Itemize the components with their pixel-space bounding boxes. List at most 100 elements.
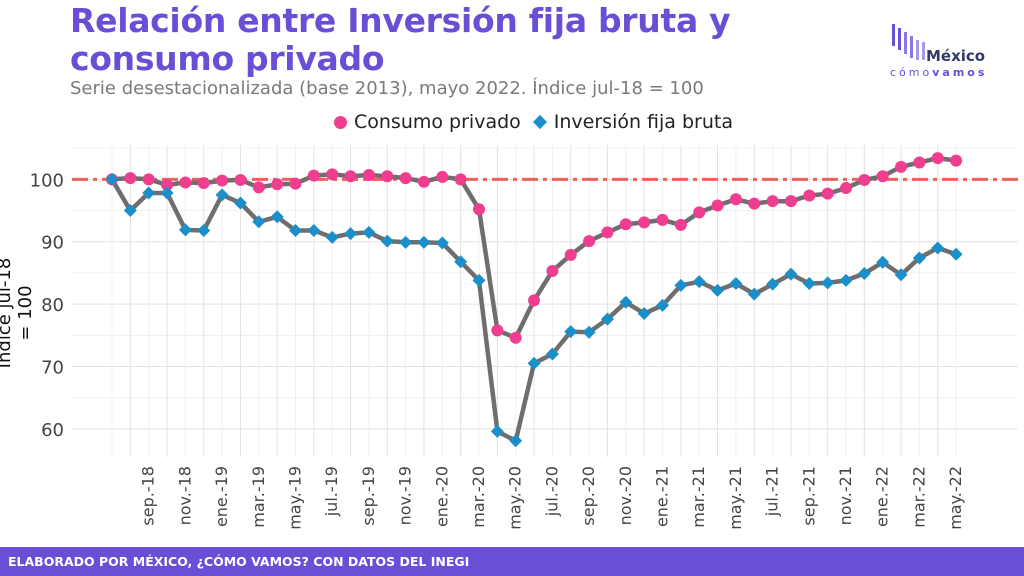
- x-tick-label: may.-22: [946, 466, 965, 530]
- x-tick-label: ene.-19: [212, 466, 231, 527]
- data-point-inversion: [600, 312, 614, 326]
- data-point-consumo: [473, 203, 485, 216]
- legend-item-inversion: Inversión fija bruta: [532, 111, 733, 133]
- data-point-consumo: [876, 170, 889, 183]
- data-point-inversion: [637, 306, 651, 320]
- data-point-consumo: [564, 248, 577, 261]
- x-tick-label: ene.-22: [873, 466, 892, 527]
- x-tick-label: nov.-19: [396, 466, 415, 525]
- data-point-inversion: [105, 172, 119, 186]
- data-point-inversion: [160, 186, 174, 200]
- data-point-inversion: [472, 273, 486, 287]
- data-point-consumo: [895, 160, 908, 173]
- data-point-consumo: [950, 154, 963, 167]
- legend-label-inversion: Inversión fija bruta: [553, 111, 733, 133]
- data-point-inversion: [729, 277, 743, 291]
- data-point-inversion: [931, 241, 945, 255]
- data-point-consumo: [234, 173, 247, 186]
- footer-credit: ELABORADO POR MÉXICO, ¿CÓMO VAMOS? CON D…: [0, 547, 1024, 576]
- logo-tagline-prefix: cómo: [890, 66, 933, 79]
- x-tick-label: sep.-19: [359, 466, 378, 526]
- x-tick-label: sep.-18: [139, 466, 158, 526]
- data-point-consumo: [197, 177, 210, 190]
- x-tick-label: nov.-21: [836, 466, 855, 525]
- data-point-inversion: [417, 235, 431, 249]
- x-tick-label: ene.-20: [432, 466, 451, 527]
- data-point-inversion: [545, 347, 559, 361]
- plot-area: [72, 145, 1018, 457]
- data-point-consumo: [252, 181, 265, 194]
- data-point-consumo: [840, 182, 852, 195]
- data-point-inversion: [839, 273, 853, 287]
- data-point-consumo: [601, 226, 614, 239]
- data-point-consumo: [748, 197, 761, 210]
- data-point-inversion: [876, 255, 890, 269]
- data-point-consumo: [436, 170, 449, 183]
- data-point-inversion: [527, 356, 541, 370]
- data-point-inversion: [674, 278, 688, 292]
- y-tick-label: 60: [41, 420, 64, 441]
- x-tick-label: jul.-20: [542, 466, 561, 517]
- data-point-inversion: [821, 276, 835, 290]
- chart-title: Relación entre Inversión fija bruta y co…: [70, 1, 731, 78]
- chart-legend: Consumo privado Inversión fija bruta: [334, 110, 745, 134]
- data-point-consumo: [913, 156, 926, 169]
- mexico-como-vamos-logo: México cómovamos: [890, 22, 1010, 82]
- data-point-inversion: [711, 283, 725, 297]
- data-point-consumo: [362, 168, 375, 181]
- line-chart: 60 70 80 90 100 sep.-18 nov.-18 ene.-19 mar.-19 m…: [30, 145, 1018, 530]
- data-point-inversion: [270, 210, 284, 224]
- data-point-consumo: [124, 172, 137, 185]
- data-point-inversion: [912, 251, 926, 265]
- data-point-inversion: [490, 424, 504, 438]
- data-point-consumo: [454, 173, 467, 186]
- data-point-consumo: [711, 199, 724, 212]
- logo-wordmark: México: [926, 47, 986, 65]
- data-point-inversion: [656, 298, 669, 312]
- chart-subtitle: Serie desestacionalizada (base 2013), ma…: [70, 78, 704, 99]
- data-point-inversion: [619, 295, 633, 309]
- data-point-inversion: [509, 434, 523, 448]
- x-tick-label: mar.-22: [909, 466, 928, 528]
- data-point-consumo: [179, 176, 192, 189]
- data-point-consumo: [656, 213, 669, 226]
- data-point-consumo: [931, 152, 944, 165]
- data-point-consumo: [766, 195, 779, 208]
- data-point-inversion: [233, 196, 247, 210]
- data-point-consumo: [509, 331, 522, 344]
- data-point-inversion: [784, 267, 798, 281]
- data-point-consumo: [729, 193, 742, 206]
- data-point-consumo: [216, 174, 229, 187]
- data-point-inversion: [325, 230, 339, 244]
- data-point-inversion: [949, 247, 963, 261]
- x-tick-label: may.-19: [286, 466, 305, 530]
- data-point-inversion: [454, 255, 468, 269]
- data-point-inversion: [582, 325, 596, 339]
- x-tick-label: mar.-21: [689, 466, 708, 528]
- data-point-inversion: [747, 287, 761, 301]
- data-point-consumo: [399, 172, 412, 185]
- data-point-consumo: [161, 178, 174, 191]
- x-tick-label: nov.-20: [616, 466, 635, 525]
- data-point-consumo: [803, 189, 816, 202]
- data-point-consumo: [693, 206, 706, 219]
- legend-item-consumo: Consumo privado: [334, 111, 521, 133]
- logo-tagline: cómovamos: [890, 66, 987, 79]
- data-point-consumo: [307, 169, 320, 182]
- x-tick-label: jul.-19: [322, 466, 341, 517]
- data-point-inversion: [692, 275, 706, 289]
- data-point-consumo: [546, 265, 559, 278]
- x-tick-label: mar.-20: [469, 466, 488, 528]
- data-point-consumo: [858, 173, 871, 186]
- x-tick-label: sep.-21: [799, 466, 818, 526]
- logo-tagline-suffix: vamos: [932, 66, 988, 79]
- x-tick-label: mar.-19: [249, 466, 268, 528]
- data-point-inversion: [894, 268, 908, 282]
- x-tick-label: may.-20: [506, 466, 525, 530]
- logo-bars-icon: [892, 24, 925, 60]
- data-point-inversion: [435, 236, 449, 250]
- data-point-inversion: [307, 223, 321, 237]
- data-point-consumo: [344, 170, 357, 183]
- data-point-inversion: [362, 225, 376, 239]
- data-point-consumo: [326, 168, 339, 181]
